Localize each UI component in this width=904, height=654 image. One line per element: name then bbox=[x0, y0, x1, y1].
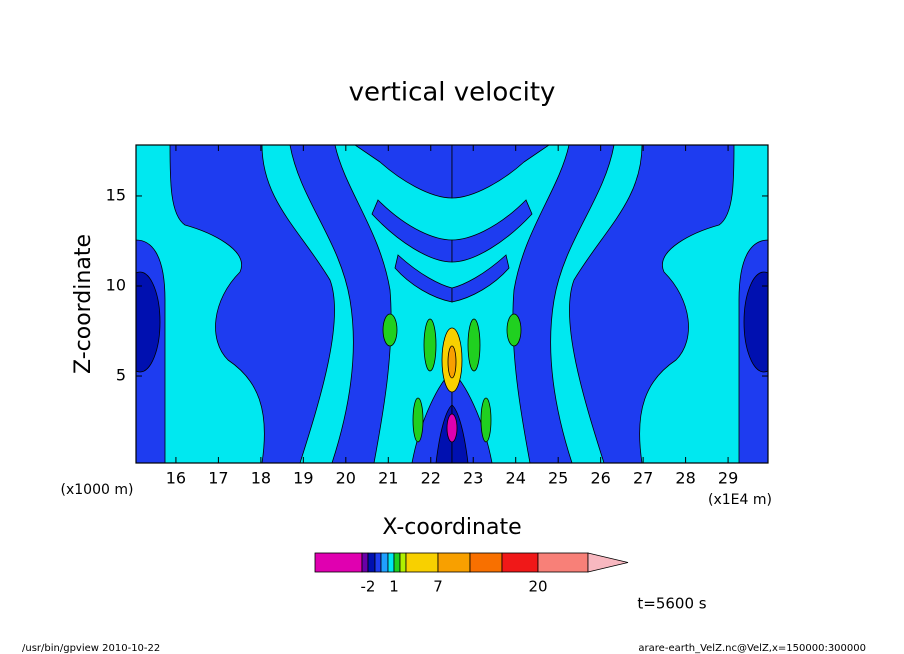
y-tick-label: 5 bbox=[116, 366, 126, 385]
x-tick-label: 25 bbox=[548, 469, 568, 488]
colorbar-segment bbox=[537, 552, 589, 573]
plot-frame bbox=[135, 144, 769, 464]
x-tick-label: 22 bbox=[421, 469, 441, 488]
x-tick-label: 19 bbox=[293, 469, 313, 488]
colorbar-segment bbox=[374, 552, 382, 573]
x-tick-label: 28 bbox=[675, 469, 695, 488]
y-tick-label: 10 bbox=[106, 275, 126, 294]
footer-right: arare-earth_VelZ.nc@VelZ,x=150000:300000 bbox=[638, 643, 866, 654]
colorbar-tick-label: -2 bbox=[361, 578, 376, 596]
x-tick-label: 20 bbox=[336, 469, 356, 488]
x-tick-label: 27 bbox=[633, 469, 653, 488]
time-annotation: t=5600 s bbox=[637, 595, 706, 613]
y-unit: (x1000 m) bbox=[61, 482, 134, 498]
x-tick-label: 21 bbox=[378, 469, 398, 488]
colorbar-tick-label: 7 bbox=[433, 578, 443, 596]
x-tick-label: 24 bbox=[506, 469, 526, 488]
colorbar-segment bbox=[314, 552, 363, 573]
y-axis-label: Z-coordinate bbox=[71, 234, 96, 374]
colorbar-segment bbox=[469, 552, 503, 573]
colorbar-tick-label: 1 bbox=[389, 578, 399, 596]
colorbar-extension bbox=[587, 552, 629, 573]
chart-title: vertical velocity bbox=[349, 78, 556, 108]
colorbar-segment bbox=[361, 552, 369, 573]
y-tick-label: 15 bbox=[106, 185, 126, 204]
colorbar-segment bbox=[405, 552, 439, 573]
colorbar-segment bbox=[393, 552, 401, 573]
colorbar-segment bbox=[501, 552, 539, 573]
x-tick-label: 26 bbox=[590, 469, 610, 488]
colorbar-segment bbox=[387, 552, 395, 573]
colorbar-segment bbox=[380, 552, 389, 573]
x-tick-label: 23 bbox=[463, 469, 483, 488]
x-unit: (x1E4 m) bbox=[708, 492, 772, 508]
x-tick-label: 16 bbox=[166, 469, 186, 488]
contour-field bbox=[136, 145, 768, 463]
colorbar-segment bbox=[367, 552, 376, 573]
footer-left: /usr/bin/gpview 2010-10-22 bbox=[22, 643, 160, 654]
x-axis-label: X-coordinate bbox=[382, 515, 521, 540]
colorbar-tick-label: 20 bbox=[528, 578, 547, 596]
x-tick-label: 29 bbox=[718, 469, 738, 488]
colorbar-segment bbox=[399, 552, 407, 573]
x-tick-label: 17 bbox=[208, 469, 228, 488]
colorbar-segment bbox=[437, 552, 471, 573]
x-tick-label: 18 bbox=[251, 469, 271, 488]
